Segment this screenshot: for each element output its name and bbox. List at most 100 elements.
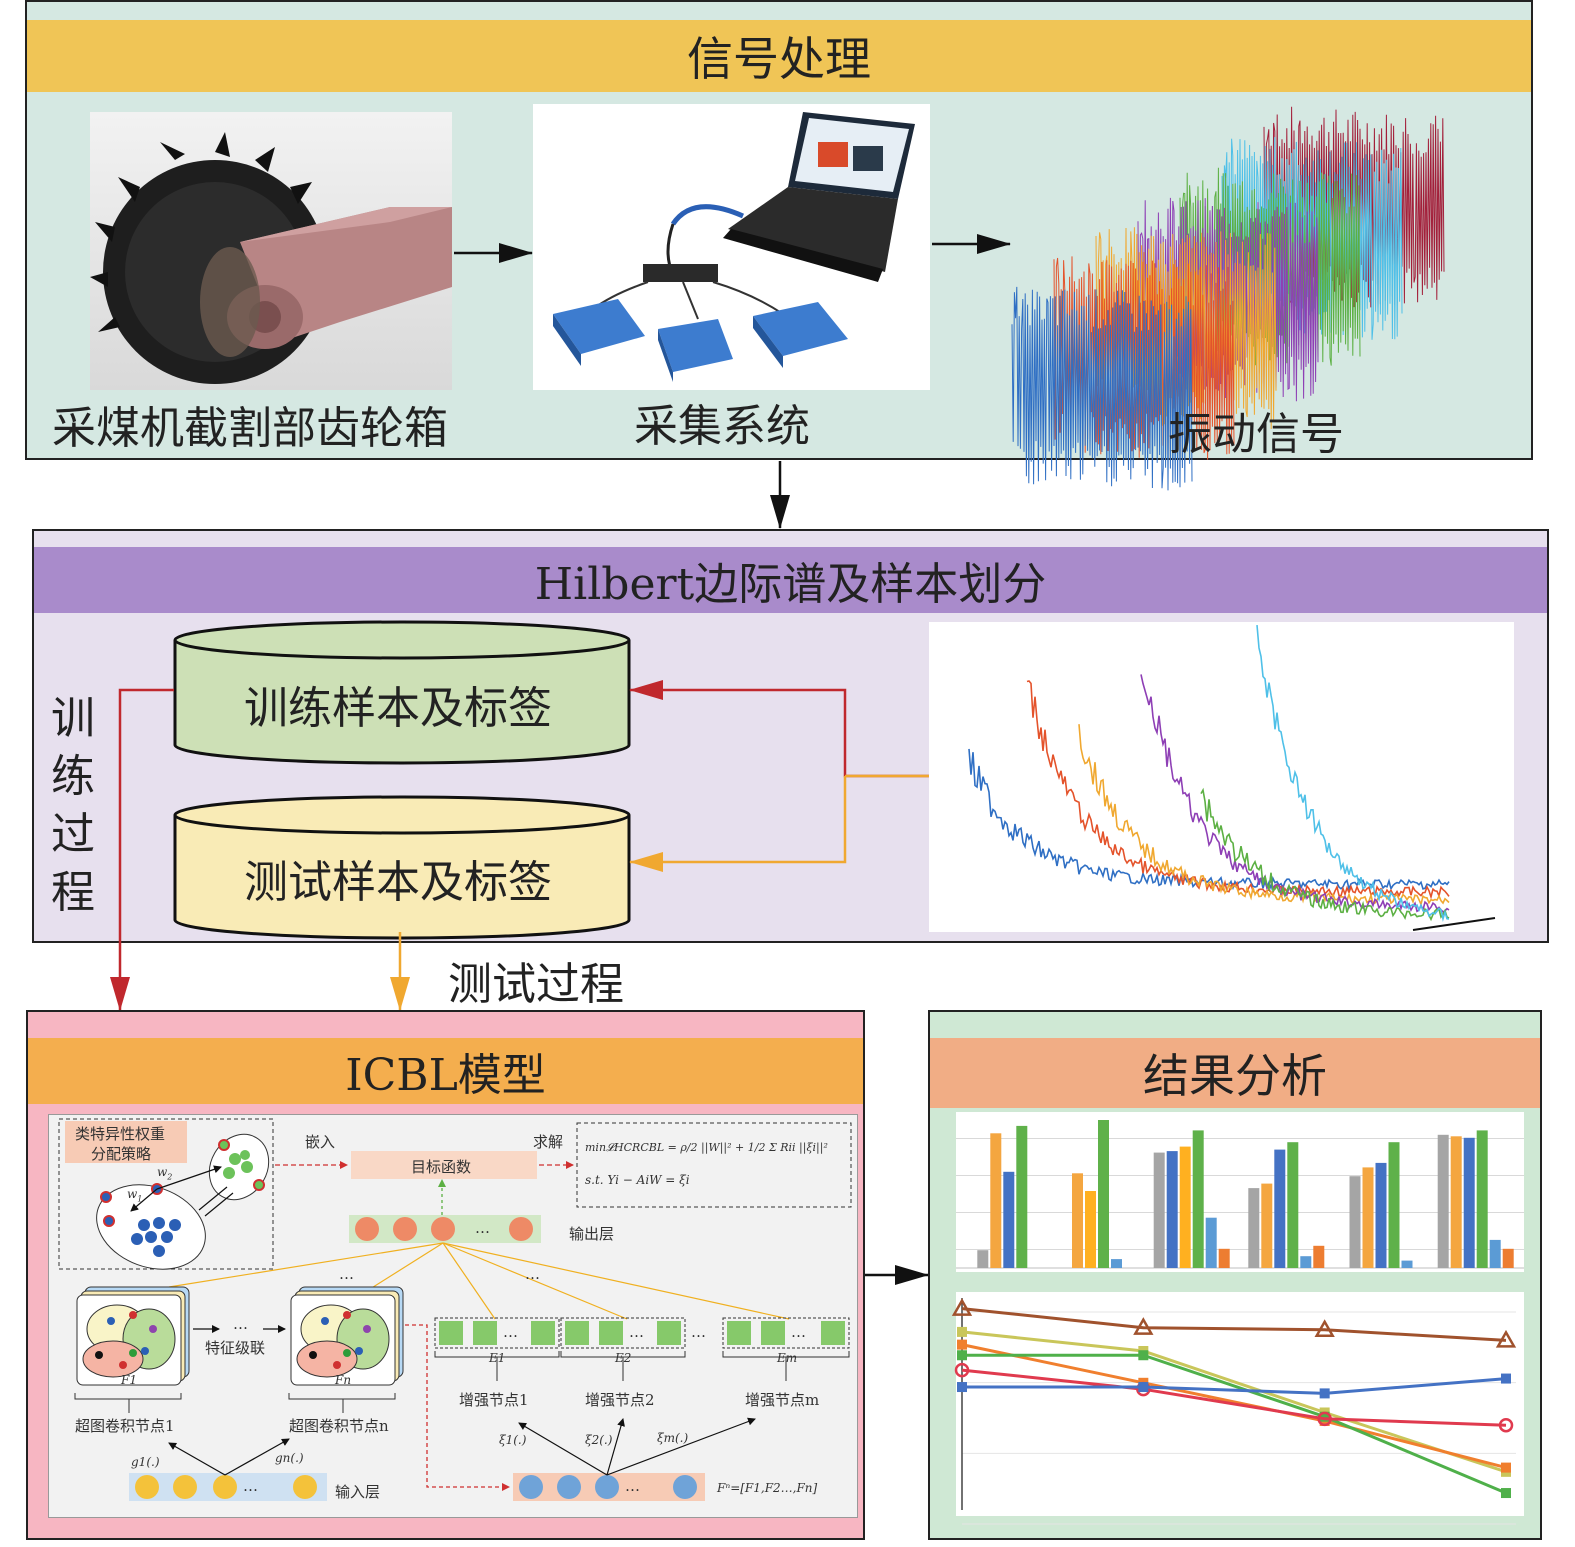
hilbert-spectrum-4 bbox=[1140, 674, 1450, 913]
results-bar-chart bbox=[956, 1112, 1524, 1272]
vibration-wave-5 bbox=[1179, 167, 1361, 367]
line-point bbox=[1501, 1462, 1511, 1473]
hilbert-spectrum-2 bbox=[1026, 680, 1450, 900]
hilbert-title: Hilbert边际谱及样本划分 bbox=[534, 559, 1047, 610]
bar bbox=[1300, 1256, 1312, 1268]
line-point bbox=[1317, 1411, 1332, 1427]
results-title-bar: 结果分析 bbox=[930, 1038, 1540, 1108]
line-series-1 bbox=[961, 1307, 1507, 1342]
bar bbox=[1489, 1239, 1501, 1268]
w1-label: w1 bbox=[127, 1187, 143, 1204]
xim-label: ξm(.) bbox=[657, 1431, 689, 1445]
hilbert-spectrum-3 bbox=[1078, 724, 1450, 907]
vibration-wave-4 bbox=[1137, 197, 1319, 402]
constraint-formula: s.t. Yi − AiW = ξi bbox=[585, 1173, 690, 1187]
line-point bbox=[957, 1326, 967, 1337]
bar bbox=[1261, 1183, 1273, 1268]
bar bbox=[1502, 1248, 1514, 1268]
line-point bbox=[1314, 1319, 1335, 1338]
line-series-4 bbox=[962, 1353, 1507, 1495]
test-cylinder bbox=[173, 795, 631, 940]
acquisition-system-image bbox=[533, 104, 930, 390]
bar bbox=[1437, 1134, 1449, 1268]
input-layer-label: 输入层 bbox=[335, 1483, 381, 1501]
icbl-diagram-shapes bbox=[58, 1118, 852, 1501]
hypergraph-node-n-label: 超图卷积节点n bbox=[289, 1417, 389, 1435]
line-point bbox=[1138, 1382, 1149, 1393]
fn-concat-formula: Fⁿ=[F1,F2…,Fn] bbox=[717, 1481, 818, 1495]
bar bbox=[990, 1133, 1002, 1268]
embed-label: 嵌入 bbox=[305, 1133, 336, 1151]
bar bbox=[1179, 1146, 1191, 1268]
line-series-5 bbox=[961, 1368, 1507, 1427]
test-sample-label: 测试样本及标签 bbox=[244, 857, 552, 908]
bar bbox=[1476, 1130, 1488, 1268]
vibration-wave-3 bbox=[1095, 227, 1277, 430]
line-point bbox=[957, 1339, 967, 1350]
bar bbox=[1362, 1167, 1374, 1268]
results-line-chart bbox=[951, 1292, 1524, 1525]
group-ellipsis: … bbox=[691, 1323, 706, 1341]
hilbert-spectrum-1 bbox=[968, 748, 1450, 892]
cascade-ellipsis: … bbox=[233, 1315, 248, 1333]
acquisition-caption: 采集系统 bbox=[634, 401, 810, 452]
bar bbox=[1098, 1120, 1109, 1268]
e1-dots: … bbox=[503, 1323, 518, 1341]
vibration-wave-7 bbox=[1263, 106, 1445, 310]
line-series-6 bbox=[962, 1377, 1507, 1395]
line-point bbox=[957, 1350, 967, 1361]
bar bbox=[1349, 1176, 1361, 1268]
results-title: 结果分析 bbox=[1143, 1049, 1327, 1103]
vibration-wave-2 bbox=[1053, 256, 1235, 460]
xi1-label: ξ1(.) bbox=[499, 1433, 527, 1447]
enhancement-node-1-label: 增强节点1 bbox=[459, 1391, 529, 1409]
icbl-diagram: 类特异性权重 分配策略 w2 w1 嵌入 求解 目标函数 min𝓛HCRCBL … bbox=[48, 1114, 858, 1518]
hypergraph-node-1-label: 超图卷积节点1 bbox=[75, 1417, 175, 1435]
gearbox-caption: 采煤机截割部齿轮箱 bbox=[52, 403, 448, 454]
icbl-title-bar: ICBL模型 bbox=[28, 1038, 863, 1104]
line-point bbox=[1498, 1417, 1514, 1433]
line-point bbox=[1501, 1488, 1511, 1499]
bar bbox=[1401, 1260, 1413, 1268]
bar bbox=[1287, 1142, 1299, 1268]
line-point bbox=[1133, 1317, 1154, 1335]
xi2-label: ξ2(.) bbox=[585, 1433, 613, 1447]
bar bbox=[1313, 1245, 1325, 1268]
objective-formula: min𝓛HCRCBL = ρ/2 ||W||² + 1/2 Σ Rii ||ξi… bbox=[585, 1141, 828, 1154]
sample-cylinders bbox=[173, 620, 631, 940]
enhancement-node-m-label: 增强节点m bbox=[745, 1391, 820, 1409]
e1-label: E1 bbox=[489, 1351, 506, 1365]
train-cylinder bbox=[173, 620, 631, 765]
bar bbox=[1248, 1188, 1260, 1268]
bar bbox=[1388, 1142, 1400, 1268]
mapped-ellipsis: … bbox=[625, 1477, 640, 1495]
bar bbox=[1003, 1171, 1015, 1268]
bar bbox=[1085, 1191, 1096, 1268]
signal-title: 信号处理 bbox=[687, 32, 871, 86]
bar bbox=[1375, 1162, 1387, 1268]
feature-cascade-label: 特征级联 bbox=[205, 1339, 266, 1357]
bar bbox=[1166, 1151, 1178, 1268]
icbl-title: ICBL模型 bbox=[345, 1050, 546, 1101]
enhancement-node-2-label: 增强节点2 bbox=[585, 1391, 655, 1409]
bar bbox=[1111, 1259, 1122, 1268]
hilbert-spectrum-5 bbox=[1200, 787, 1450, 922]
bar bbox=[1153, 1152, 1165, 1268]
line-point bbox=[1319, 1388, 1330, 1399]
bar bbox=[1192, 1130, 1204, 1268]
hilbert-spectrum-6 bbox=[1256, 625, 1450, 922]
e2-dots: … bbox=[629, 1323, 644, 1341]
line-point bbox=[1501, 1373, 1511, 1384]
vibration-wave-1 bbox=[1011, 286, 1193, 491]
line-series-3 bbox=[961, 1343, 1507, 1470]
hilbert-axis bbox=[1412, 917, 1496, 931]
strategy-label-line2: 分配策略 bbox=[91, 1145, 152, 1163]
strategy-label-line1: 类特异性权重 bbox=[75, 1125, 166, 1143]
output-layer-label: 输出层 bbox=[569, 1225, 615, 1243]
fn-label: Fn bbox=[335, 1373, 352, 1387]
e2-label: E2 bbox=[615, 1351, 632, 1365]
line-point bbox=[954, 1362, 970, 1378]
gn-label: gn(.) bbox=[275, 1451, 304, 1465]
bar bbox=[977, 1250, 989, 1268]
vibration-wave-6 bbox=[1221, 137, 1403, 340]
